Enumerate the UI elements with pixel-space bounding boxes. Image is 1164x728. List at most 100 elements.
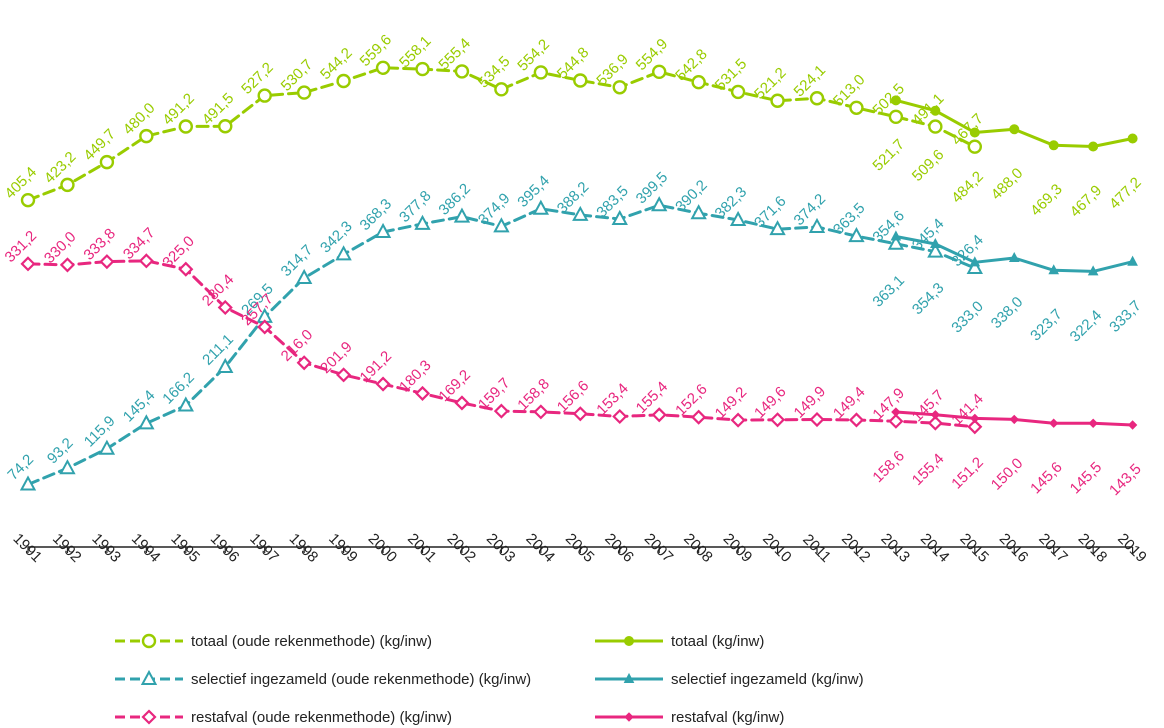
data-label: 149,6: [751, 383, 790, 422]
data-label: 151,2: [948, 454, 987, 493]
series-3-point-1998: [295, 268, 313, 285]
series-1-point-2000: [375, 60, 391, 75]
data-label: 521,7: [869, 136, 908, 175]
legend-item-2: totaal (kg/inw): [595, 633, 764, 650]
legend-label: restafval (oude rekenmethode) (kg/inw): [191, 709, 452, 726]
series-5-point-2001: [414, 385, 431, 401]
series-2-point-2017: [1048, 140, 1059, 151]
series-1-point-2012: [849, 100, 864, 115]
data-label: 333,0: [948, 298, 987, 337]
series-2-point-2013: [890, 95, 901, 106]
series-3-point-1994: [138, 414, 155, 430]
data-label: 145,6: [1027, 459, 1066, 498]
series-1-point-1993: [99, 154, 115, 170]
series-1-point-2008: [691, 75, 706, 90]
series-3-point-2006: [611, 209, 628, 225]
data-label: 480,0: [120, 100, 159, 139]
x-tick-label: 2012: [838, 530, 874, 566]
legend: totaal (oude rekenmethode) (kg/inw) totaa…: [115, 633, 864, 726]
data-label: 558,1: [396, 33, 435, 72]
series-3-point-2015: [966, 258, 983, 274]
data-label: 383,5: [593, 182, 632, 221]
data-label: 559,6: [357, 31, 396, 70]
data-label: 141,4: [948, 390, 987, 429]
x-tick-label: 2006: [601, 530, 637, 566]
series-5-point-1996: [217, 299, 233, 316]
series-5-point-2011: [809, 411, 825, 428]
series-5-point-2007: [651, 407, 667, 423]
series-3-point-2013: [887, 234, 905, 250]
series-1-point-2015: [967, 139, 982, 154]
data-label: 149,9: [791, 383, 830, 422]
data-label: 502,5: [869, 80, 908, 119]
series-6-point-2019: [1127, 420, 1138, 430]
series-3-point-1999: [335, 245, 352, 261]
x-tick-label: 2001: [404, 530, 440, 566]
series-1-point-2001: [415, 61, 430, 77]
series-1-point-1999: [336, 73, 351, 89]
x-tick-label: 1992: [49, 530, 85, 566]
series-5-point-2006: [612, 408, 628, 425]
series-5-point-1991: [20, 256, 36, 272]
data-label: 368,3: [357, 196, 396, 235]
series-3-point-2007: [651, 196, 668, 212]
series-3-point-2000: [374, 222, 392, 239]
series-3-point-2005: [572, 205, 589, 221]
data-label: 330,0: [41, 228, 80, 267]
series-4-point-2014: [930, 237, 941, 249]
x-tick-label: 2016: [996, 530, 1032, 566]
legend-item-3: selectief ingezameld (oude rekenmethode)…: [115, 669, 531, 688]
series-3-point-2002: [453, 207, 471, 223]
data-label: 544,2: [317, 45, 356, 84]
data-label: 155,4: [633, 378, 672, 417]
series-6-point-2013: [891, 407, 901, 417]
x-tick-label: 1991: [10, 530, 46, 566]
data-label: 180,3: [396, 357, 435, 396]
x-tick-label: 2008: [680, 530, 716, 566]
data-label: 145,5: [1067, 459, 1106, 498]
data-label: 477,2: [1106, 174, 1145, 213]
x-tick-label: 2018: [1075, 530, 1111, 566]
series-1-point-2007: [652, 64, 667, 80]
series-6-point-2017: [1048, 418, 1059, 428]
x-tick-label: 1999: [325, 530, 361, 566]
data-label: 513,0: [830, 71, 869, 110]
series-2: [890, 95, 1138, 152]
data-label: 390,2: [672, 177, 711, 216]
series-4-point-2013: [890, 230, 902, 241]
series-4: [890, 230, 1138, 276]
legend-item-1: totaal (oude rekenmethode) (kg/inw): [115, 633, 432, 650]
series-5-point-2013: [888, 413, 904, 429]
data-label: 158,8: [514, 375, 553, 414]
series-3-point-1995: [177, 396, 194, 412]
data-label: 544,8: [554, 44, 593, 83]
data-label: 386,2: [435, 180, 474, 219]
legend-label: totaal (kg/inw): [671, 633, 764, 650]
series-2-point-2018: [1088, 141, 1099, 152]
series-1-point-2003: [494, 82, 509, 97]
data-label: 323,7: [1027, 306, 1066, 345]
data-label: 333,7: [1106, 297, 1145, 336]
data-label: 143,5: [1106, 461, 1145, 500]
series-5-point-1993: [99, 254, 115, 270]
x-tick-label: 2011: [799, 531, 834, 566]
series-2-point-2016: [1009, 124, 1020, 135]
series-1-point-2010: [770, 93, 785, 108]
data-label: 491,1: [909, 90, 948, 129]
legend-marker: [624, 636, 634, 646]
series-4-point-2018: [1087, 265, 1099, 276]
data-label: 169,2: [435, 366, 474, 405]
legend-item-4: selectief ingezameld (kg/inw): [595, 671, 864, 688]
data-label: 554,9: [633, 35, 672, 74]
x-tick-label: 1993: [88, 530, 124, 566]
series-1-point-1994: [139, 128, 154, 144]
data-label: 152,6: [672, 381, 711, 420]
data-label: 150,0: [988, 455, 1027, 494]
series-1-point-2011: [809, 91, 825, 106]
x-tick-label: 1995: [167, 530, 203, 566]
x-tick-label: 2019: [1114, 530, 1150, 566]
x-tick-label: 1998: [286, 530, 322, 566]
data-label: 158,6: [869, 448, 908, 487]
data-label: 354,6: [869, 207, 908, 246]
